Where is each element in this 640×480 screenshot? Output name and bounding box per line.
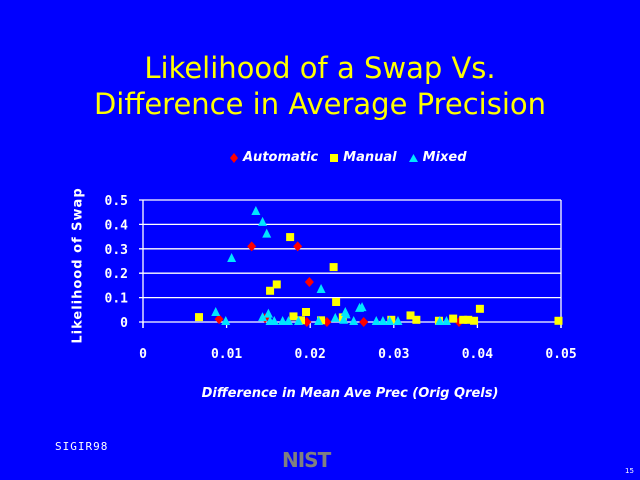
mixed-point [269, 316, 279, 325]
mixed-point [371, 316, 381, 325]
axes [142, 200, 562, 328]
mixed-point [330, 312, 340, 322]
mixed-point [227, 253, 237, 263]
mixed-point [263, 308, 273, 318]
mixed-point [357, 302, 367, 312]
manual-point [412, 315, 421, 324]
automatic-point [359, 317, 369, 327]
manual-point [195, 313, 204, 322]
mixed-point [314, 316, 324, 325]
mixed-point [349, 316, 359, 325]
y-tick-label: 0.2 [105, 267, 128, 282]
legend-item-mixed: Mixed [408, 150, 467, 165]
automatic-point [247, 241, 257, 252]
mixed-point [393, 316, 403, 325]
automatic-point [214, 314, 224, 325]
legend-item-manual: Manual [330, 150, 397, 165]
y-tick-label: 0.4 [105, 218, 129, 233]
data-points [195, 205, 563, 327]
mixed-point [339, 314, 349, 324]
x-tick-label: 0.04 [462, 347, 493, 362]
x-tick-label: 0.03 [378, 347, 409, 362]
y-tick-label: 0.1 [105, 292, 129, 307]
title-line-2: Difference in Average Precision [93, 87, 547, 121]
manual-point [332, 297, 341, 306]
slide-title: Likelihood of a Swap Vs. Difference in A… [0, 50, 640, 122]
automatic-point [293, 241, 303, 252]
legend-label-mixed: Mixed [422, 150, 467, 165]
manual-point [464, 315, 473, 324]
mixed-point [378, 316, 388, 325]
manual-point [449, 314, 458, 323]
y-tick-label: 0 [120, 316, 128, 331]
manual-point [297, 316, 306, 325]
manual-point [289, 312, 298, 321]
mixed-point [293, 316, 303, 325]
mixed-point [316, 284, 326, 294]
mixed-point [258, 312, 268, 322]
legend-label-manual: Manual [343, 150, 397, 165]
legend-label-automatic: Automatic [243, 150, 319, 165]
manual-point [459, 315, 468, 324]
mixed-point [441, 316, 451, 325]
page-number: 15 [625, 467, 634, 475]
square-marker-icon [330, 153, 339, 162]
nist-logo: NIST [282, 448, 331, 472]
mixed-point [278, 316, 288, 325]
manual-point [302, 307, 311, 316]
mixed-point [283, 316, 293, 325]
x-tick-label: 0.02 [295, 347, 326, 362]
mixed-point [435, 316, 445, 325]
manual-point [329, 263, 338, 272]
triangle-marker-icon [408, 153, 418, 162]
manual-point [272, 280, 281, 289]
mixed-point [262, 228, 272, 238]
diamond-marker-icon [230, 152, 238, 163]
mixed-point [385, 316, 395, 325]
manual-point [317, 316, 326, 325]
manual-point [470, 316, 479, 325]
mixed-point [221, 316, 231, 325]
y-tick-label: 0.3 [105, 243, 128, 258]
conference-label: SIGIR98 [55, 440, 109, 453]
manual-point [554, 316, 563, 325]
title-line-1: Likelihood of a Swap Vs. [144, 51, 496, 85]
manual-point [286, 233, 295, 242]
manual-point [266, 286, 275, 295]
y-tick-labels: 0 0.1 0.2 0.3 0.4 0.5 [105, 194, 129, 331]
manual-point [475, 304, 484, 313]
x-tick-label: 0.01 [211, 347, 242, 362]
automatic-point [304, 276, 314, 287]
legend-item-automatic: Automatic [230, 150, 318, 165]
mixed-point [341, 309, 351, 319]
manual-point [406, 311, 415, 320]
chart-legend: Automatic Manual Mixed [230, 150, 473, 165]
x-tick-label: 0 [139, 347, 147, 362]
mixed-point [211, 306, 221, 316]
mixed-point [251, 205, 261, 215]
gridlines [139, 199, 561, 323]
x-axis-label: Difference in Mean Ave Prec (Orig Qrels) [201, 386, 499, 401]
mixed-point [258, 216, 268, 226]
y-tick-label: 0.5 [105, 194, 128, 209]
x-tick-labels: 0 0.01 0.02 0.03 0.04 0.05 [139, 347, 577, 362]
x-tick-label: 0.05 [545, 347, 576, 362]
